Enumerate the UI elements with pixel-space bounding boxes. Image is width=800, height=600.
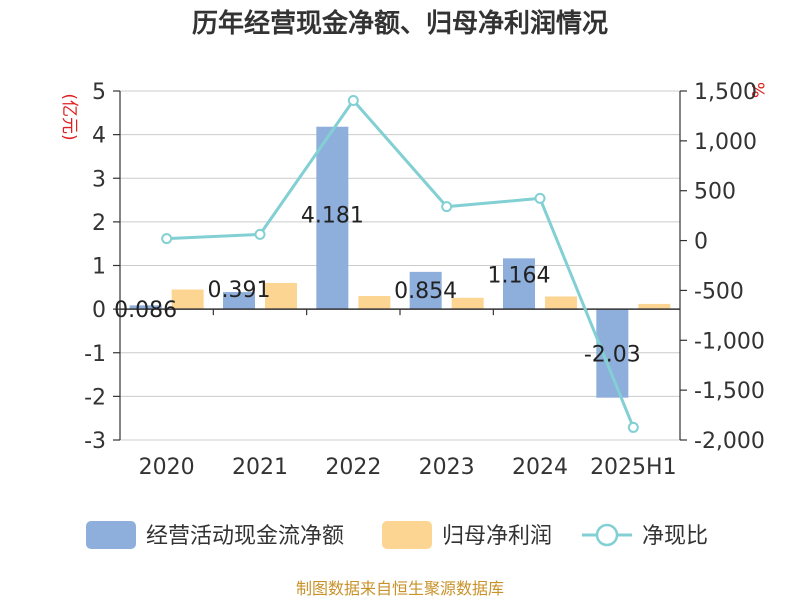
ratio-point[interactable] xyxy=(627,421,639,433)
cashflow-data-label: 1.164 xyxy=(488,263,551,288)
right-tick-label: -1,000 xyxy=(694,329,765,354)
ratio-point[interactable] xyxy=(161,233,173,245)
net-profit-bar[interactable] xyxy=(451,297,484,310)
legend-swatch-ratio-marker xyxy=(595,523,619,547)
cashflow-bar[interactable] xyxy=(316,126,349,310)
net-profit-bar[interactable] xyxy=(171,289,204,310)
axes: 5 4 3 2 1 0 -1 -2 -3 1,500 1,000 500 0 -500 -1,000 -1,5… xyxy=(84,80,765,480)
cashflow-data-label: 4.181 xyxy=(301,204,364,229)
legend-label-ratio: 净现比 xyxy=(642,524,708,549)
cashflow-bar[interactable] xyxy=(223,292,255,310)
cashflow-data-label: -2.03 xyxy=(584,342,641,367)
x-tick-label: 2024 xyxy=(512,455,568,480)
chart-title: 历年经营现金净额、归母净利润情况 xyxy=(192,8,608,39)
net-profit-bar[interactable] xyxy=(638,303,671,310)
left-tick-label: 1 xyxy=(92,255,106,280)
right-tick-label: 500 xyxy=(694,180,736,205)
ratio-point[interactable] xyxy=(254,228,266,240)
right-tick-label: -500 xyxy=(694,279,744,304)
cashflow-bar[interactable] xyxy=(129,305,162,310)
bars xyxy=(129,126,671,398)
legend-label-net-profit: 归母净利润 xyxy=(442,524,552,549)
x-tick-label: 2021 xyxy=(232,455,288,480)
net-profit-bar[interactable] xyxy=(358,296,391,310)
left-tick-label: 3 xyxy=(92,167,106,192)
legend-label-cashflow: 经营活动现金流净额 xyxy=(146,524,344,549)
left-tick-label: -3 xyxy=(84,429,106,454)
left-tick-label: 0 xyxy=(92,298,106,323)
x-tick-label: 2025H1 xyxy=(590,455,677,480)
left-tick-label: -1 xyxy=(84,342,106,367)
ratio-point[interactable] xyxy=(534,192,546,204)
ratio-point[interactable] xyxy=(347,94,359,106)
x-tick-label: 2022 xyxy=(325,455,381,480)
left-tick-label: 5 xyxy=(92,80,106,105)
left-tick-label: -2 xyxy=(84,385,106,410)
right-axis-unit: % xyxy=(747,82,767,98)
cashflow-data-label: 0.086 xyxy=(114,298,177,323)
right-tick-label: 1,500 xyxy=(694,80,757,105)
cashflow-bar[interactable] xyxy=(409,271,442,310)
right-tick-label: 0 xyxy=(694,230,708,255)
x-tick-label: 2023 xyxy=(419,455,475,480)
ratio-line-path xyxy=(166,98,635,429)
right-tick-label: -2,000 xyxy=(694,429,765,454)
grid xyxy=(120,90,680,441)
right-tick-label: 1,000 xyxy=(694,130,757,155)
right-tick-label: -1,500 xyxy=(694,379,765,404)
net-profit-bar[interactable] xyxy=(265,282,297,310)
cashflow-data-label: 0.854 xyxy=(394,279,457,304)
cashflow-bar[interactable] xyxy=(503,258,535,310)
left-tick-label: 2 xyxy=(92,211,106,236)
net-profit-bar[interactable] xyxy=(545,296,577,310)
legend-swatch-net-profit xyxy=(382,521,432,549)
x-tick-label: 2020 xyxy=(139,455,195,480)
ratio-point[interactable] xyxy=(441,201,453,213)
left-tick-label: 4 xyxy=(92,124,106,149)
legend-swatch-cashflow xyxy=(86,521,136,549)
data-labels: 0.086 0.391 4.181 0.854 1.164 -2.03 xyxy=(114,204,641,368)
left-axis-unit: (亿元) xyxy=(59,93,79,140)
cashflow-data-label: 0.391 xyxy=(208,278,271,303)
legend[interactable]: 经营活动现金流净额 归母净利润 净现比 xyxy=(86,521,708,549)
ratio-line xyxy=(161,94,639,433)
source-note: 制图数据来自恒生聚源数据库 xyxy=(296,579,504,598)
